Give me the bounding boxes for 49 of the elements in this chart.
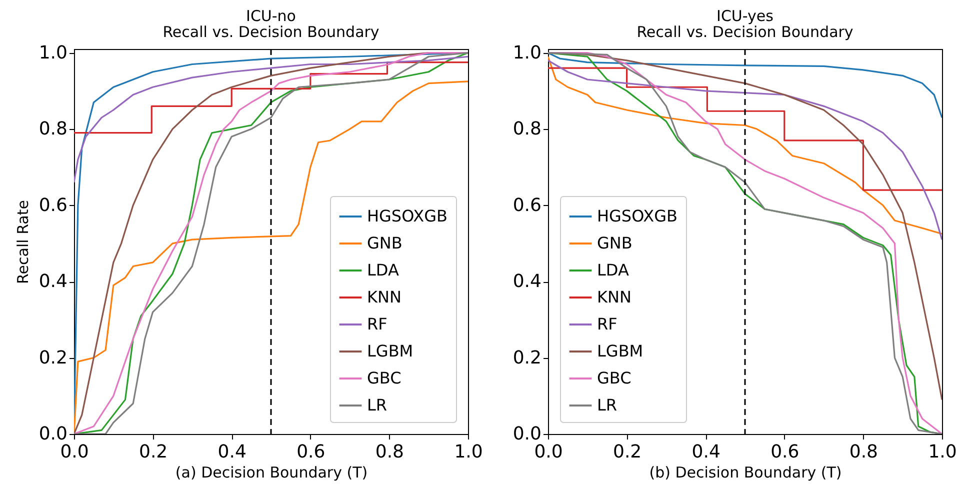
y-axis-title: Recall Rate bbox=[14, 200, 32, 284]
legend-label: HGSOXGB bbox=[367, 206, 448, 226]
x-tick-label: 0.2 bbox=[138, 442, 168, 462]
legend-label: GBC bbox=[597, 368, 632, 388]
line-series bbox=[548, 52, 942, 118]
chart-title: ICU-no bbox=[246, 6, 296, 25]
x-tick-label: 0.8 bbox=[849, 442, 878, 462]
y-tick-label: 0.4 bbox=[38, 271, 68, 292]
legend-label: RF bbox=[367, 314, 388, 334]
x-tick-label: 0.6 bbox=[296, 442, 326, 462]
legend-label: LR bbox=[597, 396, 618, 414]
legend-label: GNB bbox=[367, 234, 402, 252]
line-series bbox=[74, 56, 468, 184]
legend-label: GNB bbox=[597, 234, 632, 252]
x-tick-label: 0.0 bbox=[534, 442, 563, 462]
legend-label: KNN bbox=[367, 288, 402, 306]
x-tick-label: 0.2 bbox=[612, 442, 642, 462]
legend-label: KNN bbox=[597, 288, 632, 306]
chart-subtitle: Recall vs. Decision Boundary bbox=[162, 22, 380, 41]
y-tick-label: 0.0 bbox=[512, 424, 542, 444]
x-tick-label: 0.8 bbox=[375, 442, 404, 462]
y-tick-label: 0.6 bbox=[512, 194, 542, 216]
y-tick-label: 0.8 bbox=[38, 118, 68, 140]
chart-title: ICU-yes bbox=[716, 6, 774, 25]
legend-label: LGBM bbox=[367, 342, 414, 360]
y-tick-label: 1.0 bbox=[38, 42, 68, 64]
legend-label: GBC bbox=[367, 368, 402, 388]
legend-label: LGBM bbox=[597, 342, 644, 360]
y-tick-label: 0.2 bbox=[512, 347, 542, 368]
legend-label: RF bbox=[597, 314, 618, 334]
y-tick-label: 0.4 bbox=[512, 271, 542, 292]
x-tick-label: 0.6 bbox=[770, 442, 800, 462]
x-axis-title: (a) Decision Boundary (T) bbox=[175, 464, 368, 482]
legend-label: LR bbox=[367, 396, 388, 414]
x-tick-label: 0.4 bbox=[692, 442, 720, 462]
y-tick-label: 1.0 bbox=[512, 42, 542, 64]
legend-label: LDA bbox=[367, 260, 399, 280]
y-tick-label: 0.0 bbox=[38, 424, 68, 444]
y-tick-label: 0.6 bbox=[38, 194, 68, 216]
x-tick-label: 0.0 bbox=[60, 442, 89, 462]
legend-label: HGSOXGB bbox=[597, 206, 678, 226]
legend-label: LDA bbox=[597, 260, 629, 280]
x-axis-title: (b) Decision Boundary (T) bbox=[649, 464, 842, 482]
x-tick-label: 1.0 bbox=[928, 442, 957, 462]
y-tick-label: 0.8 bbox=[512, 118, 542, 140]
x-tick-label: 0.4 bbox=[218, 442, 246, 462]
x-tick-label: 1.0 bbox=[454, 442, 483, 462]
y-tick-label: 0.2 bbox=[38, 347, 68, 368]
chart-subtitle: Recall vs. Decision Boundary bbox=[636, 22, 854, 41]
